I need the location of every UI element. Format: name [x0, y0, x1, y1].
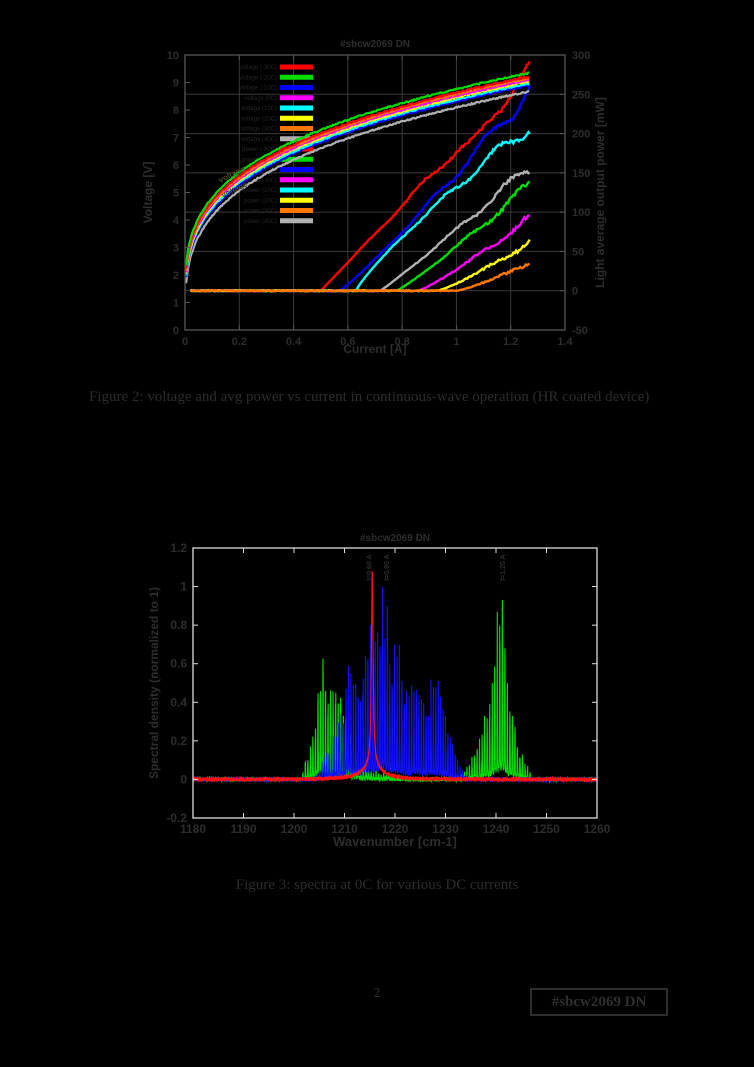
svg-text:1200: 1200 — [281, 822, 308, 836]
svg-text:Current [A]: Current [A] — [343, 342, 406, 356]
svg-text:8: 8 — [173, 105, 179, 117]
page-number: 2 — [373, 986, 381, 1001]
svg-text:power (20C): power (20C) — [244, 198, 277, 204]
svg-text:0.8: 0.8 — [170, 618, 187, 632]
svg-text:power (40C): power (40C) — [244, 219, 277, 225]
document-tag-label: #sbcw2069 DN — [551, 993, 647, 1010]
svg-text:0.2: 0.2 — [170, 734, 187, 748]
svg-text:I=0.60 A: I=0.60 A — [367, 554, 374, 580]
svg-text:voltage (40C): voltage (40C) — [241, 137, 277, 143]
svg-text:0.6: 0.6 — [170, 657, 187, 671]
svg-text:1: 1 — [173, 298, 179, 310]
svg-text:1.2: 1.2 — [503, 336, 518, 348]
svg-text:voltage (-30C): voltage (-30C) — [239, 65, 277, 71]
svg-text:0.2: 0.2 — [232, 336, 247, 348]
svg-text:0: 0 — [173, 325, 179, 337]
figure2-caption: Figure 2: voltage and avg power vs curre… — [89, 389, 650, 405]
svg-text:#sbcw2069 DN: #sbcw2069 DN — [360, 533, 430, 544]
svg-text:Spectral density (normalized t: Spectral density (normalized to 1) — [147, 587, 161, 779]
svg-text:power (30C): power (30C) — [244, 209, 277, 215]
svg-text:power (10C): power (10C) — [244, 188, 277, 194]
svg-text:I=0.90 A: I=0.90 A — [384, 554, 391, 580]
svg-text:5: 5 — [173, 188, 179, 200]
svg-text:2: 2 — [173, 270, 179, 282]
svg-text:power (-30C): power (-30C) — [242, 147, 277, 153]
svg-text:7: 7 — [173, 133, 179, 145]
svg-text:10: 10 — [167, 50, 179, 62]
svg-text:0.8: 0.8 — [394, 336, 409, 348]
svg-text:0: 0 — [572, 286, 578, 298]
svg-text:voltage (10C): voltage (10C) — [241, 106, 277, 112]
svg-text:0.6: 0.6 — [340, 336, 355, 348]
svg-text:I=1.20 A: I=1.20 A — [500, 554, 507, 580]
svg-text:Light average output power [mW: Light average output power [mW] — [593, 97, 607, 288]
svg-text:voltage (30C): voltage (30C) — [241, 127, 277, 133]
svg-text:power (0C): power (0C) — [247, 178, 277, 184]
svg-text:1180: 1180 — [180, 822, 206, 836]
svg-text:1: 1 — [453, 336, 459, 348]
svg-text:voltage (20C): voltage (20C) — [241, 116, 277, 122]
svg-text:Voltage [V]: Voltage [V] — [141, 162, 155, 224]
svg-text:6: 6 — [173, 160, 179, 172]
svg-text:9: 9 — [173, 78, 179, 90]
svg-text:1.2: 1.2 — [170, 541, 187, 555]
svg-text:250: 250 — [572, 89, 590, 101]
svg-text:0.4: 0.4 — [286, 336, 302, 348]
svg-text:#sbcw2069 DN: #sbcw2069 DN — [340, 39, 410, 50]
svg-text:4: 4 — [173, 215, 180, 227]
svg-text:1220: 1220 — [382, 822, 409, 836]
svg-text:1210: 1210 — [331, 822, 358, 836]
svg-text:0: 0 — [180, 772, 187, 786]
svg-text:3: 3 — [173, 243, 179, 255]
svg-text:Wavenumber [cm-1]: Wavenumber [cm-1] — [333, 834, 457, 849]
svg-text:0.4: 0.4 — [170, 695, 187, 709]
svg-text:-0.2: -0.2 — [166, 811, 187, 825]
svg-text:1260: 1260 — [584, 822, 611, 836]
svg-text:1240: 1240 — [483, 822, 510, 836]
figure3-caption: Figure 3: spectra at 0C for various DC c… — [235, 877, 519, 893]
svg-text:1190: 1190 — [230, 822, 256, 836]
spectra-chart: 1180 1190 1200 1210 1220 1230 1240 1250 1260 -0.2… — [147, 533, 611, 849]
svg-text:150: 150 — [572, 168, 590, 180]
svg-text:200: 200 — [572, 129, 590, 141]
svg-text:0: 0 — [182, 336, 188, 348]
svg-text:100: 100 — [572, 207, 590, 219]
svg-text:voltage (0C): voltage (0C) — [244, 96, 277, 102]
svg-text:1: 1 — [180, 580, 187, 594]
svg-text:50: 50 — [572, 246, 584, 258]
svg-text:1250: 1250 — [533, 822, 560, 836]
svg-text:-50: -50 — [572, 325, 588, 337]
svg-text:1.4: 1.4 — [557, 336, 573, 348]
svg-text:1230: 1230 — [432, 822, 459, 836]
svg-text:voltage (-20C): voltage (-20C) — [239, 75, 277, 81]
document-tag-box: #sbcw2069 DN — [530, 988, 668, 1016]
liv-chart: voltage (-30C) voltage (-20C) voltage (-10… — [141, 39, 607, 356]
svg-text:300: 300 — [572, 50, 590, 62]
svg-text:voltage (-10C): voltage (-10C) — [239, 86, 277, 92]
